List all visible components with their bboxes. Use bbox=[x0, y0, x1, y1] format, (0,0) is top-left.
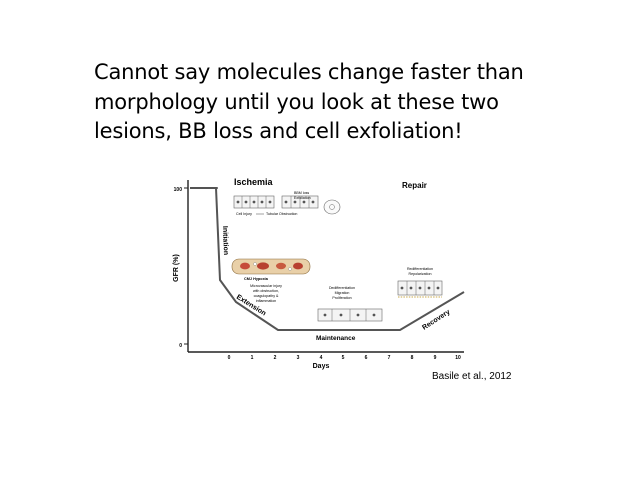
annotation-cmj-hypoxia: CMJ Hypoxia bbox=[244, 277, 269, 281]
x-tick-label: 0 bbox=[228, 355, 231, 361]
title-line-1: Cannot say molecules change faster than bbox=[94, 60, 524, 84]
x-axis-label: Days bbox=[313, 363, 330, 370]
phase-repair: Repair bbox=[402, 181, 427, 190]
annotation-cell-injury: Cell Injury bbox=[236, 212, 252, 216]
citation: Basile et al., 2012 bbox=[432, 371, 512, 382]
vessel-illustration bbox=[231, 258, 311, 275]
x-tick-label: 6 bbox=[365, 355, 368, 361]
x-tick-label: 2 bbox=[274, 355, 277, 361]
annotation-bbm-loss: BBM loss bbox=[294, 191, 309, 195]
phase-maintenance: Maintenance bbox=[316, 335, 356, 342]
y-tick-label: 100 bbox=[174, 187, 183, 193]
x-tick-label: 9 bbox=[434, 355, 437, 361]
annotation-redifferentiation: Redifferentiation Repolarization bbox=[407, 267, 433, 276]
svg-text:Proliferation: Proliferation bbox=[332, 296, 351, 300]
y-axis-label: GFR (%) bbox=[173, 254, 180, 282]
x-tick-label: 5 bbox=[342, 355, 345, 361]
aki-phases-figure: 100 0 GFR (%) 0 1 2 3 4 5 6 7 8 9 10 Day… bbox=[160, 160, 480, 372]
annotation-tubular-obstruction: Tubular Obstruction bbox=[266, 212, 297, 216]
phase-recovery: Recovery bbox=[421, 309, 451, 332]
exfoliated-cell-illustration bbox=[323, 199, 341, 215]
svg-text:coagulopathy &: coagulopathy & bbox=[254, 294, 279, 298]
annotation-exfoliation: Exfoliation bbox=[294, 196, 311, 200]
x-tick-label: 1 bbox=[251, 355, 254, 361]
x-tick-label: 7 bbox=[388, 355, 391, 361]
svg-text:Repolarization: Repolarization bbox=[409, 272, 432, 276]
cells-normal-illustration bbox=[233, 195, 275, 209]
cells-redifferentiated-illustration bbox=[397, 280, 443, 298]
svg-text:with obstruction,: with obstruction, bbox=[253, 289, 279, 293]
x-tick-label: 4 bbox=[320, 355, 323, 361]
svg-text:Migration: Migration bbox=[335, 291, 350, 295]
svg-text:inflammation: inflammation bbox=[256, 299, 276, 303]
svg-text:Microvascular injury: Microvascular injury bbox=[250, 284, 282, 288]
phase-initiation: Initiation bbox=[221, 226, 229, 255]
phase-ischemia: Ischemia bbox=[234, 177, 274, 187]
x-tick-label: 3 bbox=[297, 355, 300, 361]
svg-text:Redifferentiation: Redifferentiation bbox=[407, 267, 433, 271]
y-tick-label: 0 bbox=[179, 343, 182, 349]
x-tick-label: 8 bbox=[411, 355, 414, 361]
cells-dedifferentiated-illustration bbox=[317, 308, 383, 322]
x-tick-label: 10 bbox=[455, 355, 461, 361]
x-tick-labels: 0 1 2 3 4 5 6 7 8 9 10 bbox=[228, 355, 461, 361]
slide-title: Cannot say molecules change faster than … bbox=[94, 58, 614, 147]
title-line-2: morphology until you look at these two bbox=[94, 89, 499, 114]
title-line-3: lesions, BB loss and cell exfoliation! bbox=[94, 119, 463, 143]
annotation-dedifferentiation: Dedifferentiation Migration Proliferatio… bbox=[329, 286, 355, 300]
cells-injured-illustration bbox=[281, 195, 319, 209]
figure-svg: 100 0 GFR (%) 0 1 2 3 4 5 6 7 8 9 10 Day… bbox=[173, 177, 465, 370]
svg-text:Dedifferentiation: Dedifferentiation bbox=[329, 286, 355, 290]
annotation-microvascular: Microvascular injury with obstruction, c… bbox=[250, 284, 282, 303]
